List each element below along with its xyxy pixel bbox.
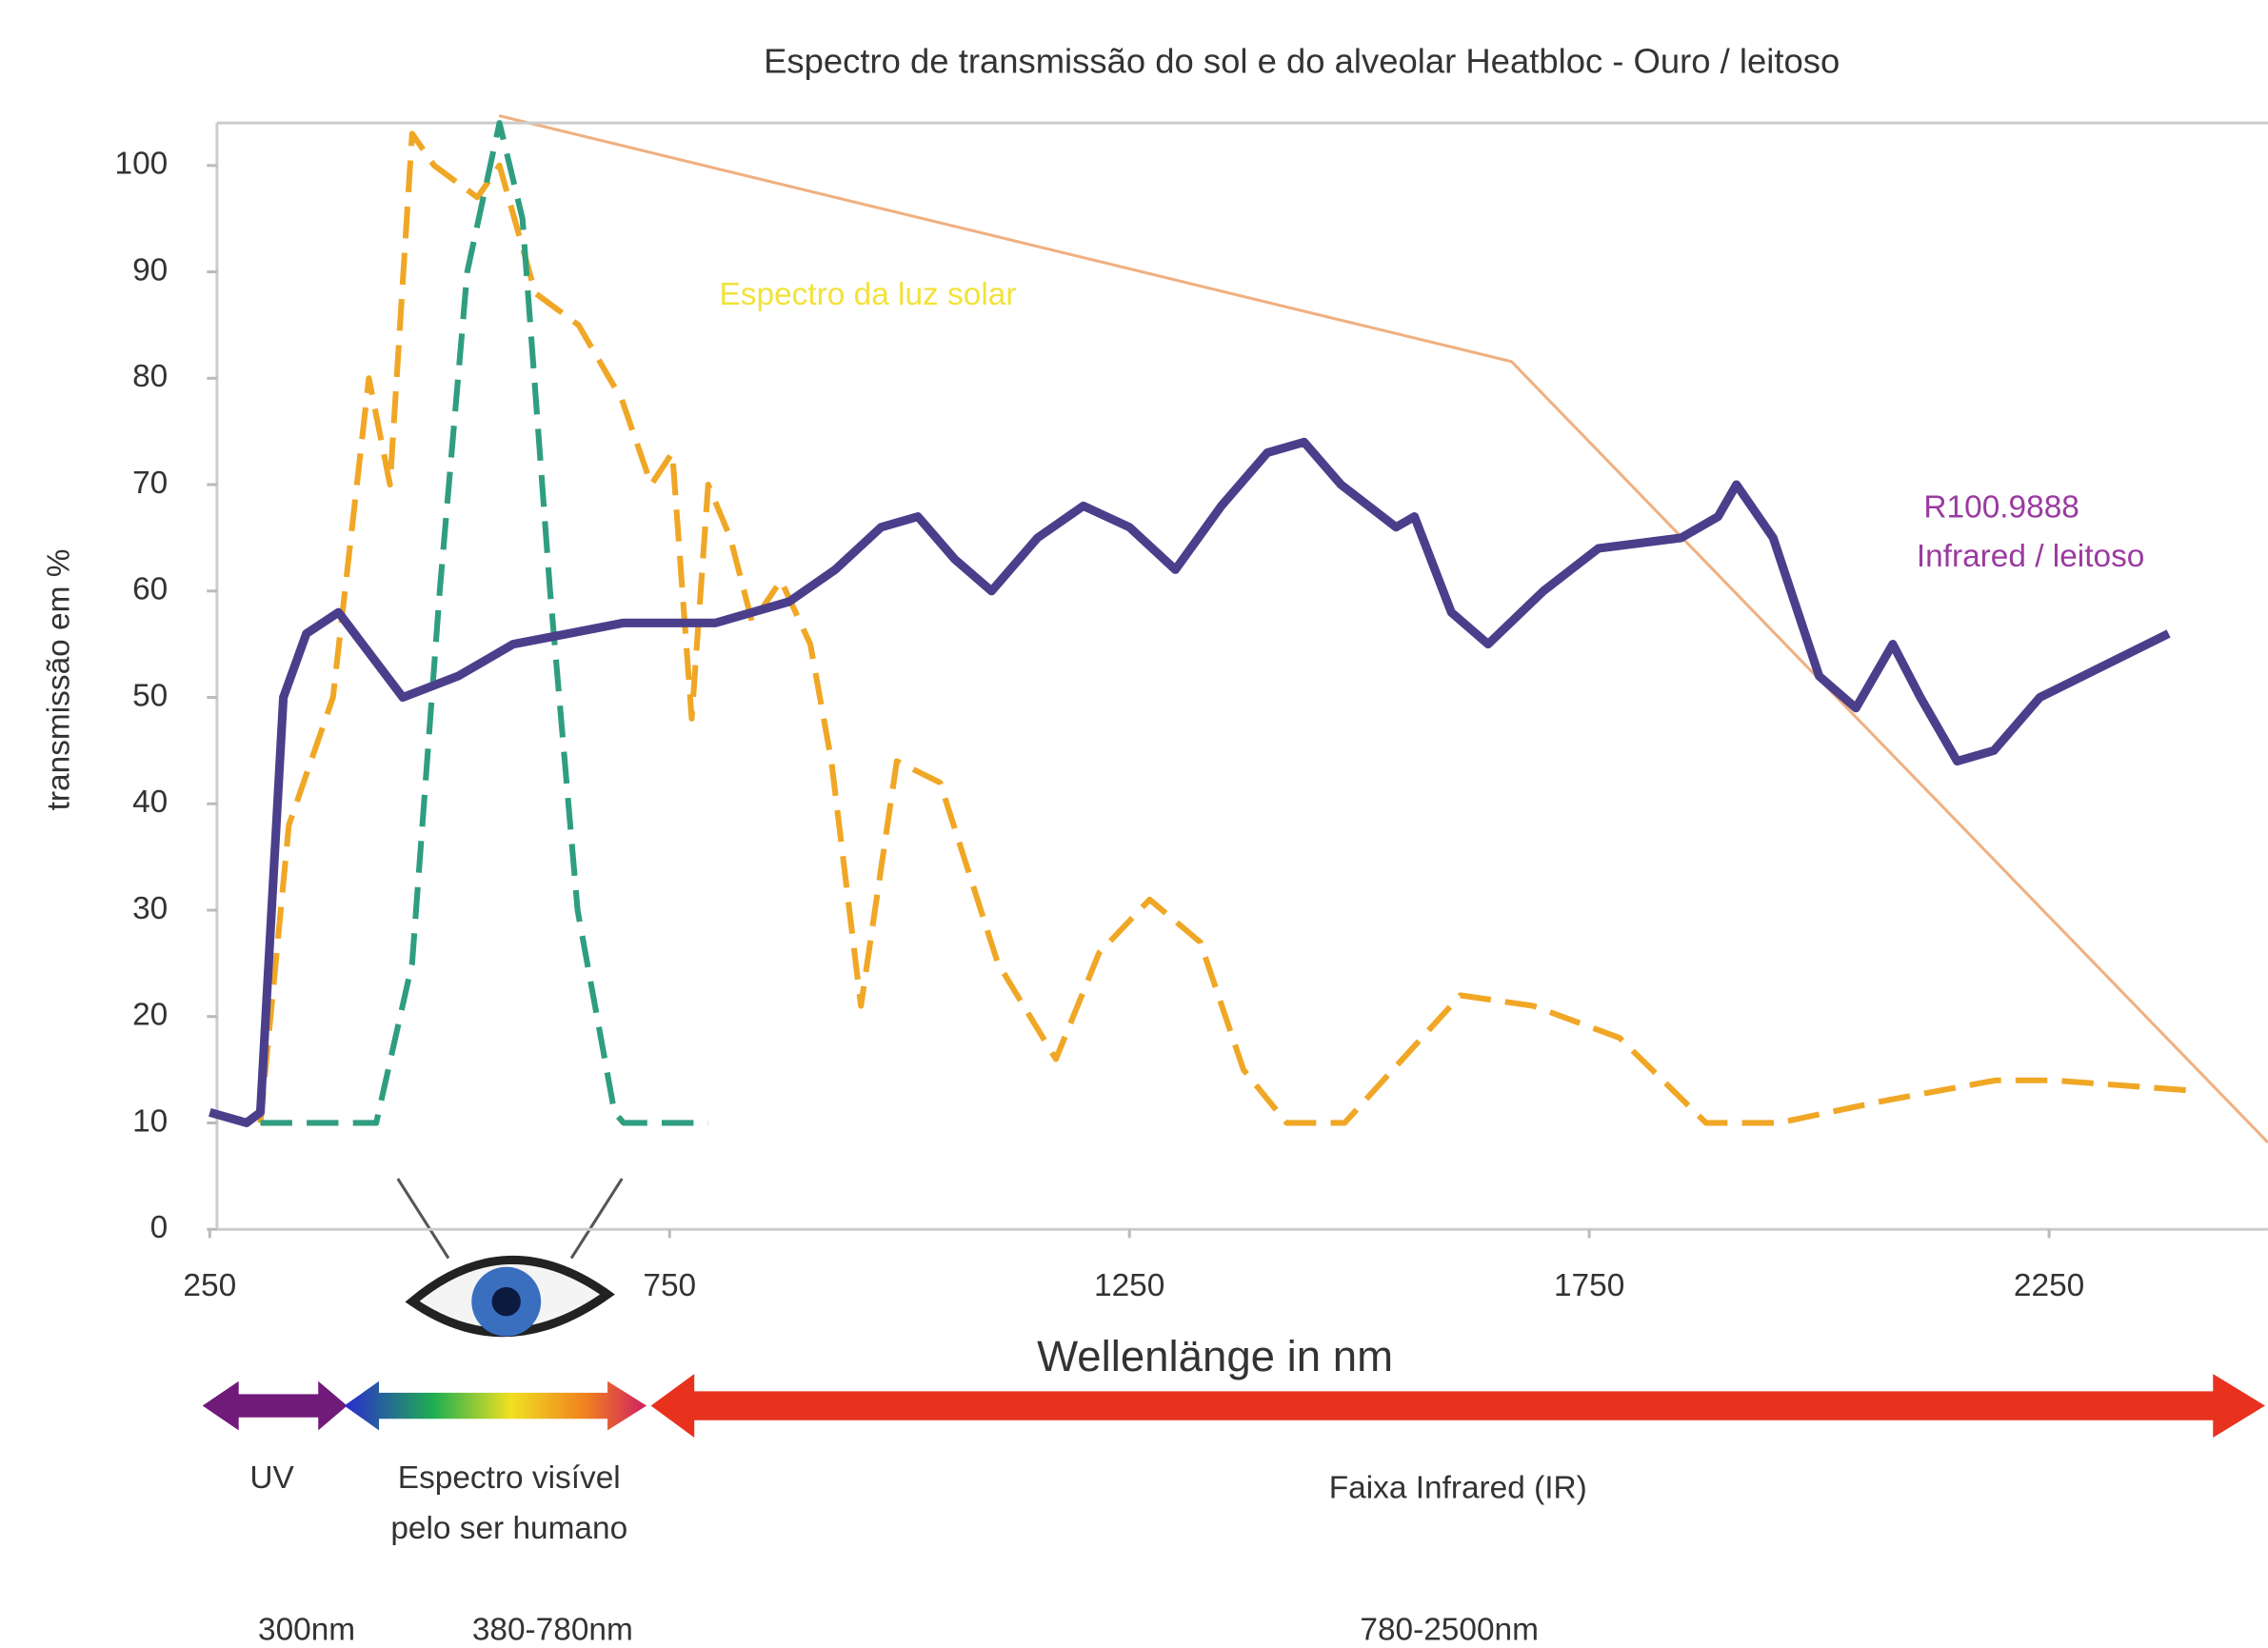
x-tick-label: 2250 (2014, 1268, 2084, 1303)
y-tick-label: 20 (132, 998, 168, 1033)
x-tick-label: 1250 (1094, 1268, 1164, 1303)
annotation: R100.9888 (1923, 490, 2079, 526)
y-tick-label: 40 (132, 784, 168, 820)
y-axis-label: transmissão em % (42, 549, 77, 811)
y-tick-label: 100 (114, 147, 168, 182)
annotation: Infrared / leitoso (1917, 539, 2145, 574)
series-line (209, 442, 2168, 1122)
y-tick-label: 80 (132, 359, 168, 394)
y-tick-label: 90 (132, 252, 168, 288)
chart-title: Espectro de transmissão do sol e do alve… (764, 41, 1840, 80)
y-tick-label: 70 (132, 466, 168, 501)
y-tick-label: 0 (150, 1210, 169, 1245)
page: Espectro de transmissão do sol e do alve… (0, 0, 2268, 1648)
x-axis-label: Wellenlänge in nm (1037, 1332, 1393, 1380)
chart: Espectro de transmissão do sol e do alve… (0, 0, 2268, 1648)
y-tick-label: 50 (132, 678, 168, 713)
x-tick-label: 750 (643, 1268, 696, 1303)
annotation: Espectro visível (398, 1460, 621, 1496)
annotation: 300nm (258, 1612, 355, 1647)
spectrum-arrows (203, 1374, 2265, 1438)
annotation: Espectro da luz solar (720, 277, 1017, 312)
annotation: 380-780nm (472, 1612, 633, 1647)
annotation: pelo ser humano (390, 1511, 627, 1546)
y-tick-label: 30 (132, 891, 168, 926)
annotation: 780-2500nm (1360, 1612, 1539, 1647)
x-tick-label: 1750 (1554, 1268, 1624, 1303)
x-tick-label: 250 (183, 1268, 236, 1303)
y-tick-label: 10 (132, 1103, 168, 1139)
sun-ray (499, 116, 2268, 1143)
annotation: UV (249, 1460, 294, 1496)
annotation: Faixa Infrared (IR) (1329, 1470, 1587, 1505)
y-tick-label: 60 (132, 572, 168, 607)
eye (398, 1179, 622, 1337)
